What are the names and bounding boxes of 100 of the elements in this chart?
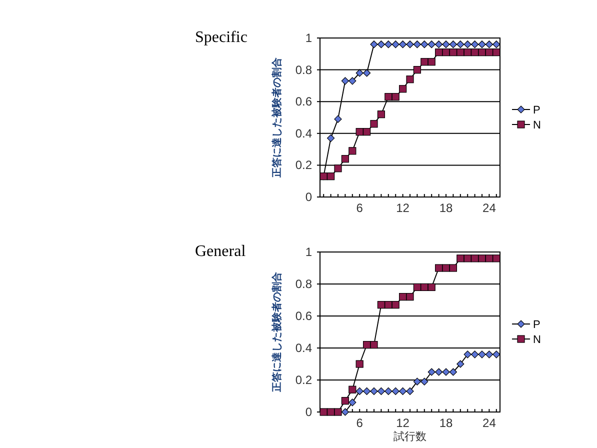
point: [392, 40, 400, 48]
point: [348, 398, 356, 406]
point: [348, 386, 356, 394]
point: [348, 147, 356, 155]
x-tick-label: 6: [356, 201, 364, 215]
y-tick-label: 0.4: [295, 341, 312, 355]
legend-label: N: [533, 120, 541, 132]
point: [356, 69, 364, 77]
point: [442, 264, 450, 272]
point: [471, 350, 479, 358]
point: [356, 387, 364, 395]
y-tick-label: 0.4: [295, 126, 312, 140]
y-tick-label: 0.2: [295, 158, 312, 172]
point: [370, 341, 378, 349]
point: [428, 40, 436, 48]
y-tick-label: 0: [305, 405, 312, 419]
point: [356, 360, 364, 368]
x-tick-label: 6: [356, 416, 364, 430]
point: [449, 48, 457, 56]
legend-label: P: [533, 104, 540, 116]
point: [464, 254, 472, 262]
point: [435, 48, 443, 56]
x-tick-label: 24: [482, 201, 496, 215]
point: [413, 283, 421, 291]
point: [478, 48, 486, 56]
point: [363, 69, 371, 77]
point: [320, 408, 328, 416]
point: [363, 128, 371, 136]
point: [392, 93, 400, 101]
point: [406, 293, 414, 301]
point: [377, 110, 385, 118]
point: [370, 40, 378, 48]
point: [356, 128, 364, 136]
point: [456, 48, 464, 56]
x-tick-label: 12: [396, 201, 410, 215]
point: [456, 254, 464, 262]
point: [485, 254, 493, 262]
point: [384, 93, 392, 101]
point: [413, 66, 421, 74]
point: [492, 48, 500, 56]
point: [485, 48, 493, 56]
point: [456, 40, 464, 48]
legend-label: N: [533, 334, 541, 346]
y-tick-label: 0.6: [295, 309, 312, 323]
chart-title: General: [195, 243, 246, 260]
y-axis-title: 正答に達した被験者の割合: [271, 56, 283, 178]
point: [370, 120, 378, 128]
point: [327, 172, 335, 180]
point: [420, 378, 428, 386]
point: [464, 40, 472, 48]
point: [442, 48, 450, 56]
point: [370, 387, 378, 395]
point: [406, 387, 414, 395]
point: [456, 360, 464, 368]
point: [384, 301, 392, 309]
point: [399, 387, 407, 395]
point: [413, 378, 421, 386]
point: [377, 301, 385, 309]
point: [435, 264, 443, 272]
legend-label: P: [533, 319, 540, 331]
point: [471, 40, 479, 48]
x-tick-label: 12: [396, 416, 410, 430]
point: [384, 40, 392, 48]
point: [428, 368, 436, 376]
point: [464, 350, 472, 358]
point: [406, 76, 414, 84]
point: [327, 134, 335, 142]
point: [471, 254, 479, 262]
x-tick-label: 24: [482, 416, 496, 430]
point: [413, 40, 421, 48]
point: [478, 254, 486, 262]
y-tick-label: 1: [305, 245, 312, 259]
point: [420, 283, 428, 291]
point: [492, 40, 500, 48]
point: [464, 48, 472, 56]
point: [334, 164, 342, 172]
point: [485, 350, 493, 358]
point: [334, 408, 342, 416]
x-axis-title: 試行数: [394, 430, 426, 443]
point: [363, 341, 371, 349]
point: [442, 40, 450, 48]
point: [435, 40, 443, 48]
y-tick-label: 0.6: [295, 94, 312, 109]
point: [428, 283, 436, 291]
point: [492, 254, 500, 262]
point: [399, 85, 407, 93]
point: [384, 387, 392, 395]
point: [377, 40, 385, 48]
point: [399, 40, 407, 48]
point: [399, 293, 407, 301]
point: [420, 40, 428, 48]
point: [428, 58, 436, 66]
y-tick-label: 0.2: [295, 373, 312, 387]
point: [392, 387, 400, 395]
point: [492, 350, 500, 358]
point: [348, 77, 356, 85]
x-tick-label: 18: [439, 416, 453, 430]
point: [420, 58, 428, 66]
point: [341, 397, 349, 405]
point: [363, 387, 371, 395]
